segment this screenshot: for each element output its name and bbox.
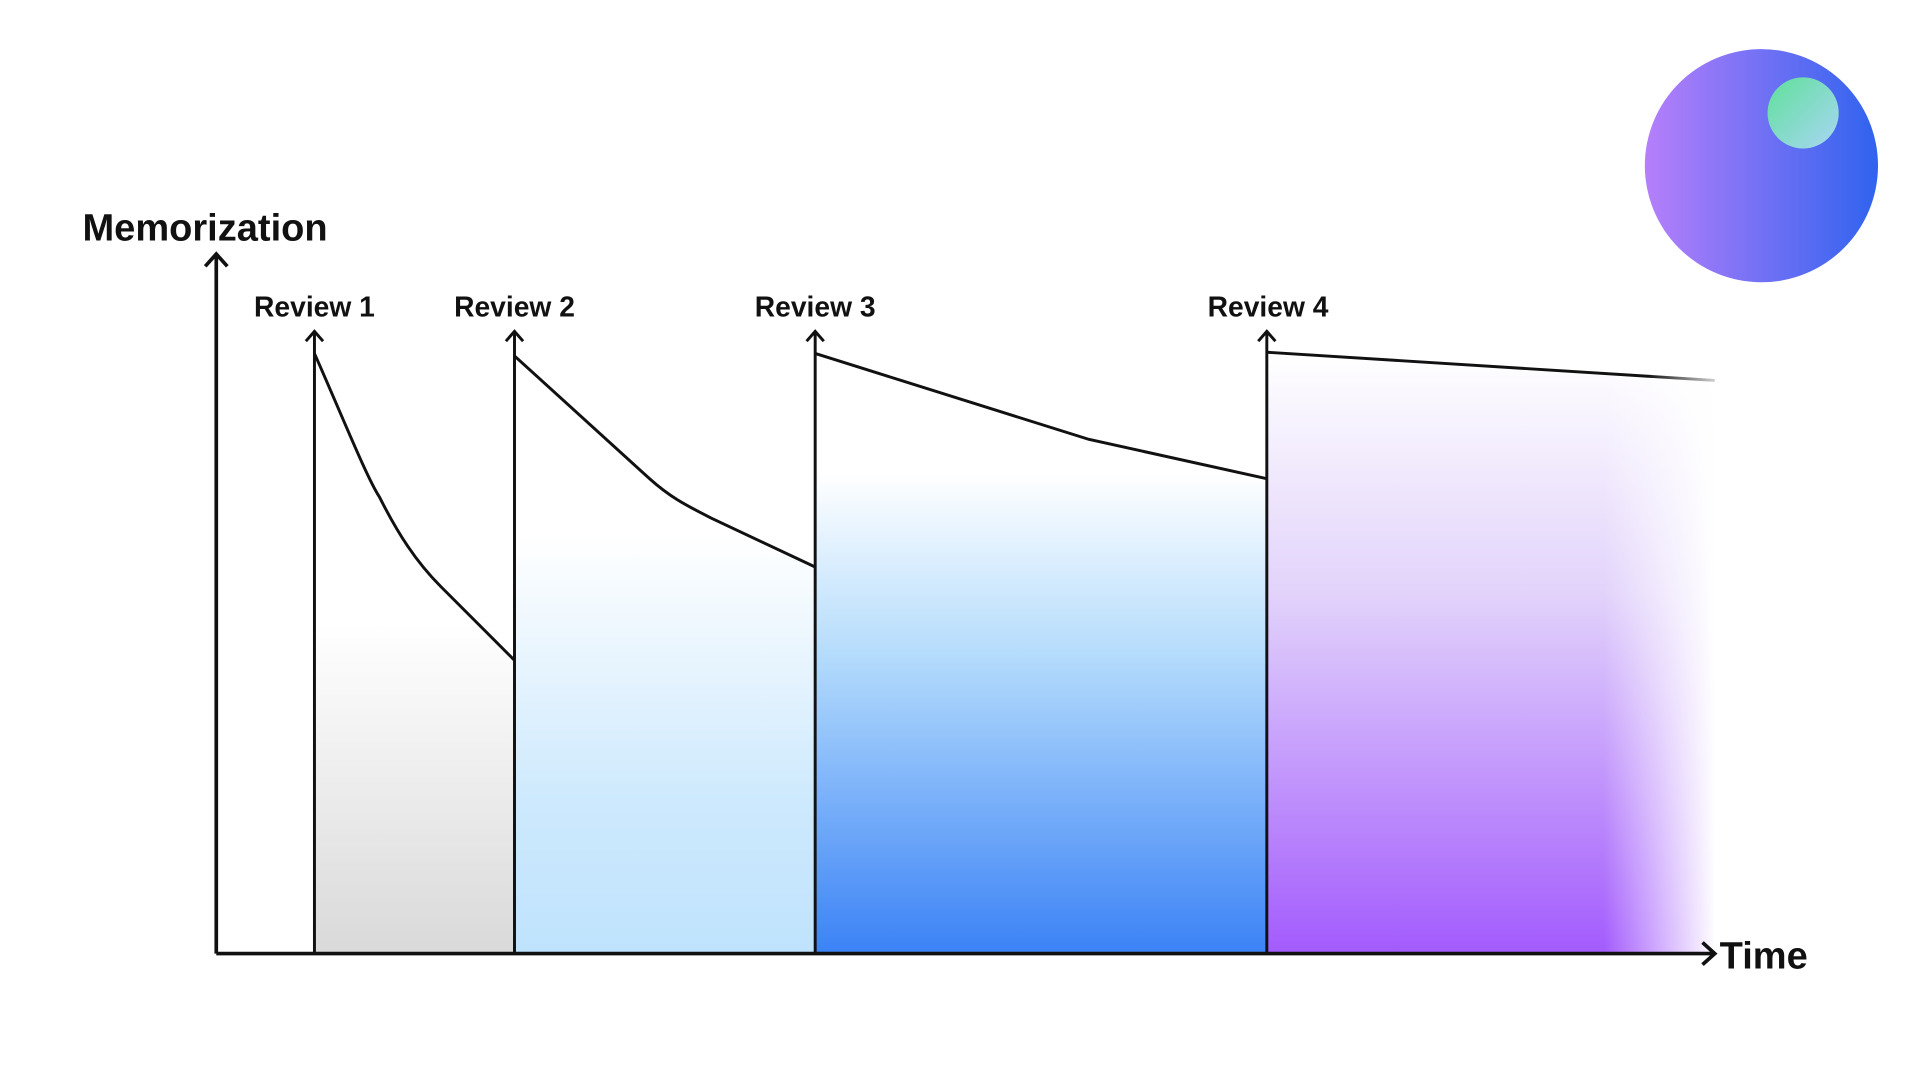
review-label: Review 2 bbox=[454, 291, 575, 323]
review-markers bbox=[304, 329, 1277, 954]
review-label: Review 3 bbox=[755, 291, 876, 323]
axes bbox=[203, 251, 1718, 967]
area-3 bbox=[815, 353, 1267, 954]
curves bbox=[313, 350, 1715, 662]
area-1 bbox=[314, 353, 515, 954]
x-axis-label: Time bbox=[1720, 935, 1808, 977]
review-label: Review 1 bbox=[254, 291, 375, 323]
review-label: Review 4 bbox=[1208, 291, 1329, 323]
ball bbox=[1644, 49, 1878, 283]
area-fade bbox=[1266, 343, 1716, 954]
area-2 bbox=[514, 355, 816, 954]
y-axis-label: Memorization bbox=[82, 208, 327, 250]
